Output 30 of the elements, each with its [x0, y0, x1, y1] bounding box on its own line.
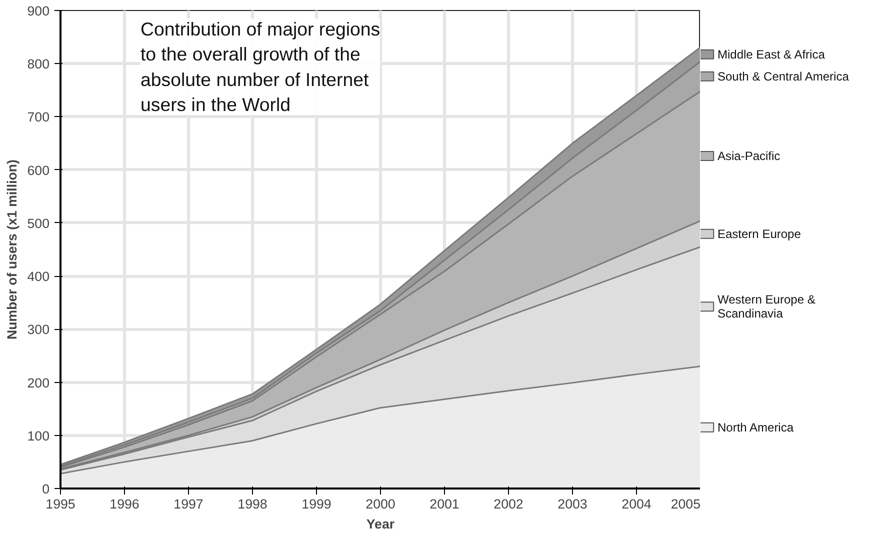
y-tick-label: 800	[27, 56, 50, 72]
x-tick-label: 1997	[174, 496, 204, 512]
y-tick-label: 300	[27, 322, 50, 338]
x-tick-label: 1999	[302, 496, 332, 512]
x-tick-label: 2005	[670, 496, 701, 512]
y-tick-label: 900	[27, 4, 50, 18]
x-tick-label: 1998	[238, 496, 268, 512]
y-tick-label: 700	[27, 110, 50, 125]
series-label: Western Europe & Scandinavia	[718, 292, 816, 321]
series-label: North America	[718, 420, 794, 434]
x-tick-label: 2001	[430, 496, 460, 512]
x-tick-label: 1995	[46, 496, 76, 512]
text: Contribution of major regions to the overall growth of the absolute number of Internet users in the World	[140, 18, 380, 116]
series-label: Middle East & Africa	[718, 47, 826, 62]
series-label: Eastern Europe	[718, 226, 802, 241]
y-tick-label: 500	[27, 216, 50, 231]
x-tick-label: 2002	[494, 496, 524, 512]
y-axis-title: Number of users (x1 million)	[4, 160, 20, 340]
series-label: South & Central America	[718, 69, 850, 84]
y-tick-label: 600	[27, 162, 50, 178]
series-label: Asia-Pacific	[718, 149, 780, 164]
x-tick-label: 2003	[558, 496, 588, 512]
x-axis-title: Year	[366, 516, 395, 532]
x-tick-label: 2000	[366, 496, 396, 512]
y-tick-label: 200	[27, 375, 50, 390]
y-tick-label: 100	[27, 428, 50, 444]
y-tick-label: 0	[42, 482, 50, 496]
x-tick-label: 1996	[110, 496, 140, 512]
x-tick-label: 2004	[622, 496, 652, 512]
y-tick-label: 400	[27, 269, 50, 284]
